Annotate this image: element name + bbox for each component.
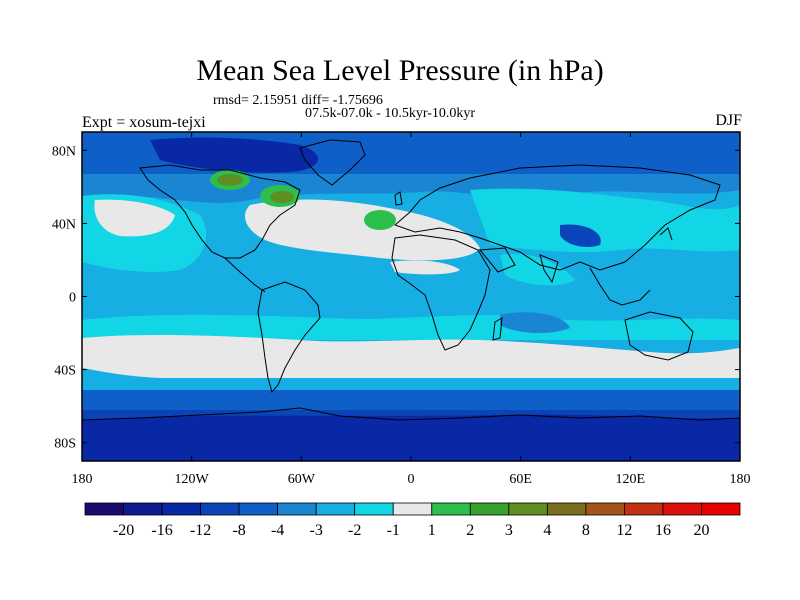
colorbar-label: 20	[693, 522, 709, 539]
coast-australia	[624, 311, 694, 361]
colorbar-swatch	[508, 502, 548, 516]
colorbar-label: -4	[271, 522, 284, 539]
coast-madagascar	[492, 317, 503, 341]
field-arctic-deep	[150, 137, 319, 173]
pressure-field	[82, 132, 740, 461]
x-tick-label: 60E	[509, 472, 532, 487]
coast-india	[539, 254, 559, 284]
y-tick-label: 80N	[52, 144, 76, 159]
colorbar-swatch	[585, 502, 625, 516]
coast-southeast-asia	[589, 267, 651, 306]
x-axis: 180 120W 60W 0 60E 120E 180	[72, 132, 751, 487]
x-tick-label: 180	[730, 472, 751, 487]
colorbar-swatch	[84, 502, 124, 516]
colorbar-label: 12	[616, 522, 632, 539]
x-tick-label: 0	[408, 472, 415, 487]
colorbar: -20 -16 -12 -8 -4 -3 -2 -1 1 2 3 4 8 12 16 20	[84, 502, 741, 539]
colorbar-swatch	[624, 502, 664, 516]
colorbar-label: -12	[190, 522, 211, 539]
coast-north-america	[139, 164, 301, 259]
field-sahara-neutral	[390, 260, 460, 275]
colorbar-swatch	[354, 502, 394, 516]
coast-uk	[394, 191, 403, 206]
coast-arabia	[479, 247, 516, 273]
coast-central-america	[224, 257, 266, 293]
colorbar-label: 8	[582, 522, 590, 539]
coast-europe-asia	[394, 164, 721, 271]
colorbar-swatch	[161, 502, 201, 516]
colorbar-swatch	[315, 502, 356, 516]
colorbar-swatch	[701, 502, 741, 516]
coast-greenland	[299, 139, 366, 186]
coast-south-america	[257, 281, 321, 394]
colorbar-swatch	[200, 502, 240, 516]
colorbar-label: -1	[387, 522, 400, 539]
season-label: DJF	[715, 112, 742, 129]
field-mid-atlantic-positive	[364, 210, 396, 230]
field-southern-band-1	[82, 378, 740, 392]
field-antarctic-deep	[82, 414, 740, 461]
coast-japan	[659, 227, 673, 241]
colorbar-swatch	[277, 502, 317, 516]
chart-title: Mean Sea Level Pressure (in hPa)	[196, 54, 604, 87]
colorbar-label: 1	[428, 522, 436, 539]
colorbar-label: 2	[466, 522, 474, 539]
field-south-tropics	[82, 314, 740, 340]
colorbar-label: 3	[505, 522, 513, 539]
stats-label: rmsd= 2.15951 diff= -1.75696	[213, 93, 383, 108]
y-tick-label: 0	[69, 291, 76, 306]
y-axis: 80N 40N 0 40S 80S	[52, 144, 740, 452]
coast-antarctica	[82, 407, 740, 421]
y-tick-label: 40S	[54, 364, 76, 379]
coast-africa	[391, 234, 491, 351]
field-southern-band-2	[82, 390, 740, 412]
field-arabian	[500, 253, 575, 286]
colorbar-swatch	[546, 502, 587, 516]
colorbar-swatch	[238, 502, 279, 516]
colorbar-swatch	[123, 502, 163, 516]
field-north-atlantic-neutral	[245, 199, 480, 261]
x-tick-label: 60W	[288, 472, 316, 487]
colorbar-label: 16	[655, 522, 671, 539]
colorbar-label: -20	[113, 522, 134, 539]
colorbar-swatch	[431, 502, 471, 516]
field-indian-ocean-low	[500, 312, 570, 334]
colorbar-label: -3	[310, 522, 323, 539]
y-tick-label: 80S	[54, 437, 76, 452]
colorbar-swatch	[469, 502, 510, 516]
y-tick-label: 40N	[52, 217, 76, 232]
field-canada-positive-2-core	[270, 191, 294, 203]
period-label: 07.5k-07.0k - 10.5kyr-10.0kyr	[305, 106, 476, 121]
experiment-label: Expt = xosum-tejxi	[82, 114, 206, 131]
x-tick-label: 180	[72, 472, 93, 487]
colorbar-label: -8	[232, 522, 245, 539]
field-tibet-low	[560, 224, 601, 247]
field-south-subtropics-neutral	[82, 334, 740, 390]
colorbar-label: -2	[348, 522, 361, 539]
field-north-pacific-neutral	[94, 199, 175, 237]
x-tick-label: 120W	[175, 472, 210, 487]
colorbar-swatch	[662, 502, 702, 516]
field-canada-positive-1-core	[217, 174, 243, 186]
x-tick-label: 120E	[616, 472, 646, 487]
colorbar-swatch	[392, 502, 433, 516]
coastlines	[82, 139, 740, 421]
colorbar-label: -16	[151, 522, 172, 539]
colorbar-label: 4	[543, 522, 551, 539]
field-eurasia	[470, 188, 740, 253]
